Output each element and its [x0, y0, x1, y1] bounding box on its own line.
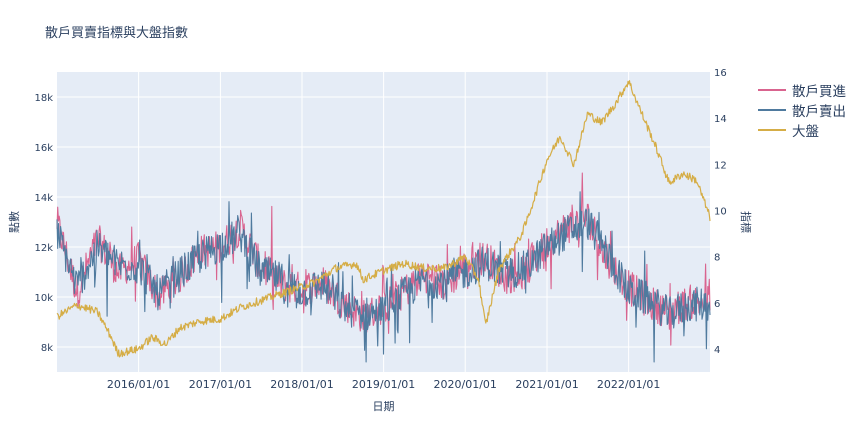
y2-tick-label: 14 [714, 114, 727, 125]
y-tick-label: 10k [34, 293, 53, 304]
legend-item-sell[interactable]: 散戶賣出 [758, 100, 846, 120]
y2-axis-title: 指標 [739, 211, 753, 233]
legend[interactable]: 散戶買進 散戶賣出 大盤 [758, 80, 846, 140]
y2-tick-label: 10 [714, 206, 727, 217]
x-tick-label: 2017/01/01 [189, 378, 252, 391]
series-line-2 [56, 80, 711, 358]
y-axis-title: 點數 [8, 211, 21, 233]
y-tick-label: 8k [41, 343, 53, 354]
x-tick-label: 2020/01/01 [434, 378, 497, 391]
legend-item-index[interactable]: 大盤 [758, 120, 846, 140]
x-axis-title: 日期 [373, 400, 395, 413]
y2-tick-label: 4 [714, 345, 720, 356]
x-tick-label: 2021/01/01 [515, 378, 578, 391]
y-tick-label: 16k [34, 143, 53, 154]
series-line-1 [56, 191, 711, 363]
chart-title: 散戶買賣指標與大盤指數 [45, 26, 189, 41]
y2-tick-label: 12 [714, 160, 727, 171]
y-tick-label: 18k [34, 93, 53, 104]
legend-label-sell: 散戶賣出 [792, 104, 846, 120]
y2-tick-label: 6 [714, 299, 720, 310]
x-tick-label: 2016/01/01 [107, 378, 170, 391]
y-tick-label: 12k [34, 243, 53, 254]
x-tick-label: 2019/01/01 [352, 378, 415, 391]
legend-swatch-sell [758, 109, 786, 111]
y-tick-label: 14k [34, 193, 53, 204]
legend-swatch-index [758, 129, 786, 131]
legend-item-buy[interactable]: 散戶買進 [758, 80, 846, 100]
legend-swatch-buy [758, 89, 786, 91]
x-tick-label: 2018/01/01 [270, 378, 333, 391]
legend-label-buy: 散戶買進 [792, 84, 846, 100]
x-tick-label: 2022/01/01 [597, 378, 660, 391]
y2-tick-label: 16 [714, 68, 727, 79]
y2-tick-label: 8 [714, 253, 720, 264]
legend-label-index: 大盤 [792, 124, 819, 140]
